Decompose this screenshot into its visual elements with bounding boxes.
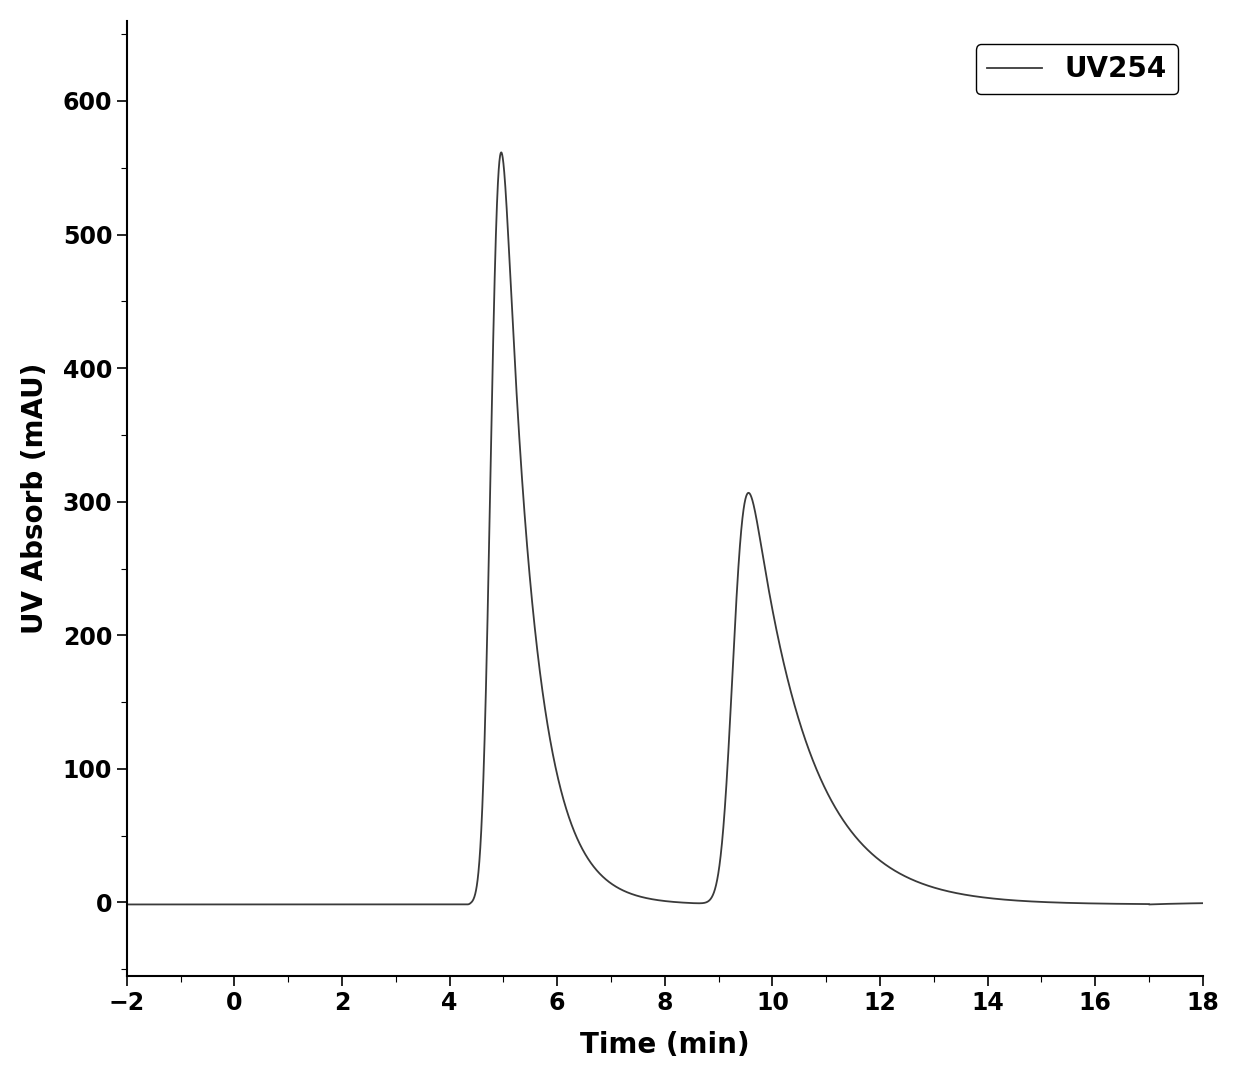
- Y-axis label: UV Absorb (mAU): UV Absorb (mAU): [21, 363, 48, 634]
- Legend: UV254: UV254: [976, 44, 1178, 94]
- X-axis label: Time (min): Time (min): [580, 1031, 749, 1059]
